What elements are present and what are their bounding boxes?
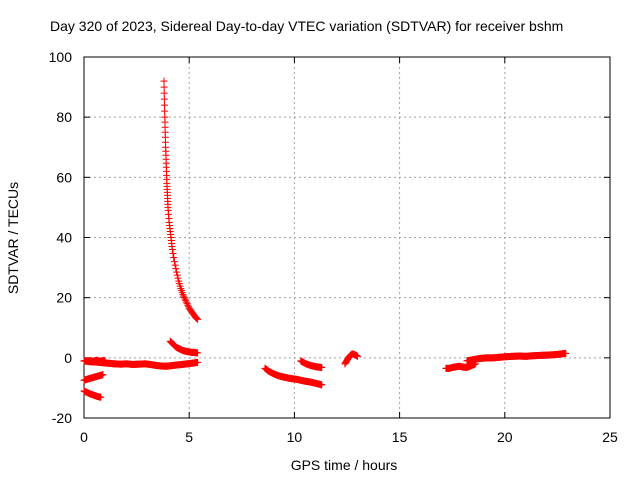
x-tick-label: 15 xyxy=(392,429,408,445)
arc-spike-point xyxy=(160,89,168,97)
arc-spike-point xyxy=(182,298,190,306)
arc-spike-point xyxy=(184,301,192,309)
arc-spike-point xyxy=(171,261,179,269)
arc-spike-point xyxy=(182,297,190,305)
arc-spike-point xyxy=(172,265,180,273)
arc-12-13-point xyxy=(354,352,362,360)
chart-title: Day 320 of 2023, Sidereal Day-to-day VTE… xyxy=(50,18,563,34)
arc-spike-point xyxy=(160,77,168,85)
arc-spike-point xyxy=(170,258,178,266)
y-tick-label: 20 xyxy=(56,290,72,306)
y-tick-label: 0 xyxy=(64,350,72,366)
arc-spike-point xyxy=(170,254,178,262)
arc-spike-point xyxy=(173,268,181,276)
arc-18-23-point xyxy=(562,349,570,357)
x-tick-label: 10 xyxy=(287,429,303,445)
y-tick-label: 80 xyxy=(56,109,72,125)
arc-spike-point xyxy=(193,315,201,323)
arc-spike-point xyxy=(181,295,189,303)
x-tick-label: 25 xyxy=(602,429,618,445)
arc-spike-point xyxy=(180,292,188,300)
arc-10-11-point xyxy=(318,363,326,371)
arc-spike-point xyxy=(180,294,188,302)
arc-spike-point xyxy=(160,83,168,91)
x-tick-label: 5 xyxy=(185,429,193,445)
arc-spike-point xyxy=(161,107,169,115)
y-axis-label: SDTVAR / TECUs xyxy=(5,182,21,294)
arc-4-5-point xyxy=(194,349,202,357)
x-axis-label: GPS time / hours xyxy=(291,457,398,473)
arc-neg7-point xyxy=(99,371,107,379)
arc-spike-point xyxy=(173,271,181,279)
y-tick-label: 100 xyxy=(49,49,73,65)
arc-neg12-point xyxy=(97,393,105,401)
arc-9-11-point xyxy=(318,381,326,389)
arc-spike-point xyxy=(168,246,176,254)
arc-spike-point xyxy=(169,250,177,258)
arc-spike-point xyxy=(174,274,182,282)
arc-spike-point xyxy=(160,95,168,103)
arc-spike-point xyxy=(183,300,191,308)
x-tick-label: 20 xyxy=(497,429,513,445)
arc-spike-point xyxy=(179,291,187,299)
y-tick-label: 40 xyxy=(56,230,72,246)
axes xyxy=(83,56,611,419)
y-tick-label: -20 xyxy=(52,410,72,426)
data-points xyxy=(80,77,570,401)
arc-spike-point xyxy=(194,315,202,323)
arc-spike-point xyxy=(192,314,200,322)
arc-3-5-point xyxy=(194,358,202,366)
y-tick-label: 60 xyxy=(56,169,72,185)
tick-labels: 0 5 10 15 20 25 -20 0 20 40 60 80 100 xyxy=(49,49,618,445)
x-tick-label: 0 xyxy=(80,429,88,445)
arc-spike-point xyxy=(161,101,169,109)
